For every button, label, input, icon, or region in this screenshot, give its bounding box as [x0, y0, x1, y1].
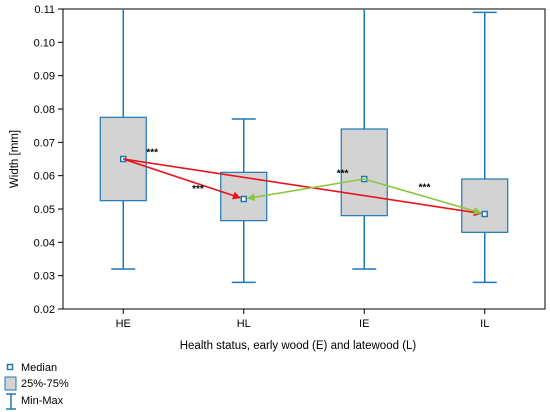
comparison-arrow-ie-il	[364, 178, 482, 215]
box-hl	[220, 118, 268, 284]
x-tick-label: IE	[359, 318, 369, 330]
legend-median-label: Median	[21, 362, 57, 374]
significance-label: ***	[146, 147, 158, 158]
y-tick-label: 0.06	[34, 171, 55, 183]
x-axis-title: Health status, early wood (E) and latewo…	[180, 340, 417, 352]
x-tick-label: HE	[116, 318, 131, 330]
comparison-arrows-group: *** *** *** ***	[122, 147, 482, 217]
significance-label: ***	[419, 183, 431, 194]
median-marker	[240, 195, 247, 203]
y-tick-label: 0.10	[34, 37, 55, 49]
significance-label: ***	[337, 169, 349, 180]
legend-median-marker	[6, 363, 14, 371]
iqr-box	[340, 128, 388, 217]
y-tick-label: 0.09	[34, 71, 55, 83]
box-he	[99, 9, 147, 270]
iqr-box	[461, 178, 509, 233]
legend: Median 25%-75% Min-Max	[4, 362, 69, 410]
y-tick-label: 0.02	[34, 304, 55, 316]
y-axis-title: Width [mm]	[9, 130, 21, 188]
legend-whisker-label: Min-Max	[21, 395, 64, 407]
comparison-arrow-ie-hl	[246, 178, 365, 202]
y-tick-label: 0.08	[34, 104, 55, 116]
y-tick-label: 0.05	[34, 204, 55, 216]
boxes-group	[99, 9, 509, 284]
legend-box-swatch	[4, 376, 17, 391]
x-tick-label: IL	[480, 318, 489, 330]
y-tick-label: 0.07	[34, 137, 55, 149]
x-axis: HE HL IE IL	[116, 309, 489, 330]
legend-whisker-symbol	[6, 393, 16, 410]
plot-area-frame	[62, 8, 546, 310]
x-tick-label: HL	[237, 318, 251, 330]
y-axis: 0.02 0.03 0.04 0.05 0.06 0.07 0.08 0.09 0.10 0.11	[34, 4, 63, 316]
comparison-arrow-he-il	[123, 158, 482, 217]
median-marker	[481, 210, 488, 218]
y-tick-label: 0.11	[34, 4, 55, 16]
legend-box-label: 25%-75%	[21, 378, 69, 390]
box-il	[461, 11, 509, 284]
y-tick-label: 0.04	[34, 237, 55, 249]
significance-label: ***	[192, 184, 204, 195]
y-tick-label: 0.03	[34, 271, 55, 283]
box-ie	[340, 9, 388, 270]
comparison-arrow-he-hl	[122, 158, 241, 200]
